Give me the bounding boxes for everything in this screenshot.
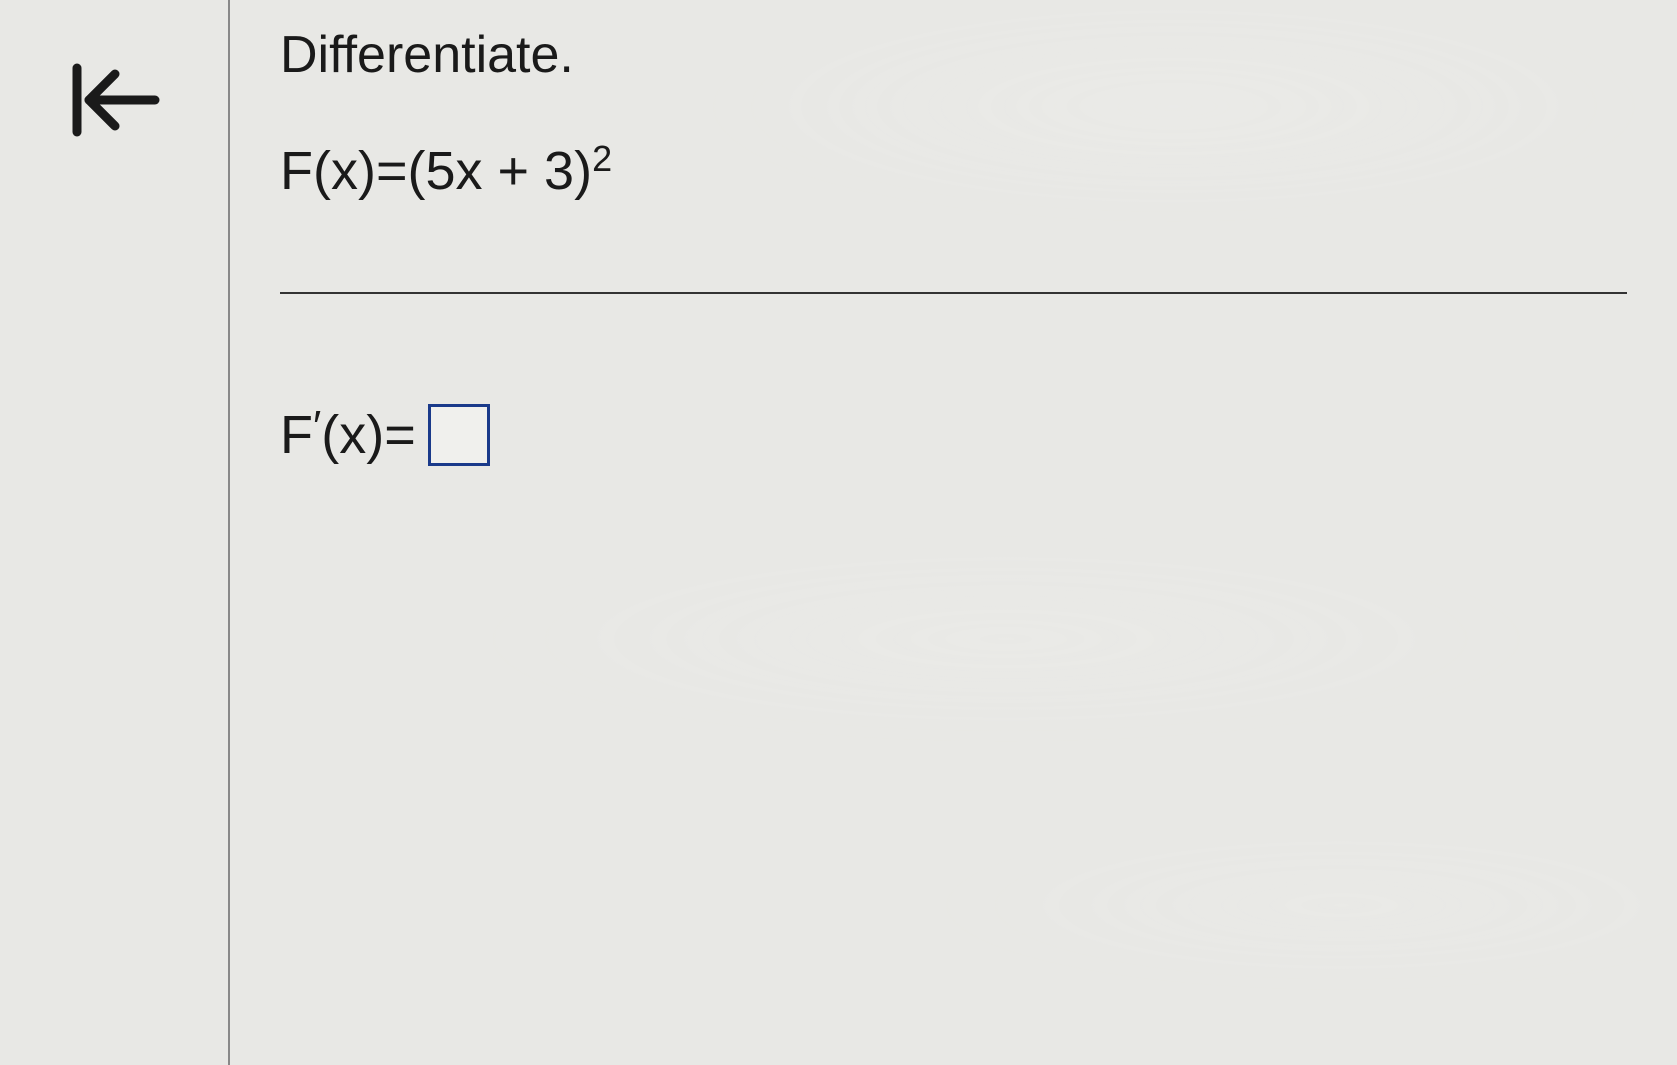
instruction-text: Differentiate.: [280, 25, 1627, 85]
derivative-x-part: (x): [321, 404, 384, 466]
given-equation: F(x) = ( 5x + 3 ) 2: [280, 140, 1627, 202]
left-navigation-panel: [0, 0, 230, 1065]
question-content: Differentiate. F(x) = ( 5x + 3 ) 2 F ′ (…: [230, 0, 1677, 1065]
main-container: Differentiate. F(x) = ( 5x + 3 ) 2 F ′ (…: [0, 0, 1677, 1065]
exponent: 2: [592, 138, 612, 180]
derivative-f: F: [280, 404, 313, 466]
prime-symbol: ′: [313, 402, 321, 452]
paren-open: (: [408, 140, 426, 202]
answer-equals: =: [384, 404, 416, 466]
function-name: F(x): [280, 140, 376, 202]
answer-input-box[interactable]: [428, 404, 490, 466]
section-divider: [280, 292, 1627, 294]
equals-sign: =: [376, 140, 408, 202]
collapse-left-icon[interactable]: [67, 60, 162, 140]
answer-equation: F ′ (x) =: [280, 404, 1627, 466]
paren-close: ): [574, 140, 592, 202]
expression-inner: 5x + 3: [425, 140, 574, 202]
